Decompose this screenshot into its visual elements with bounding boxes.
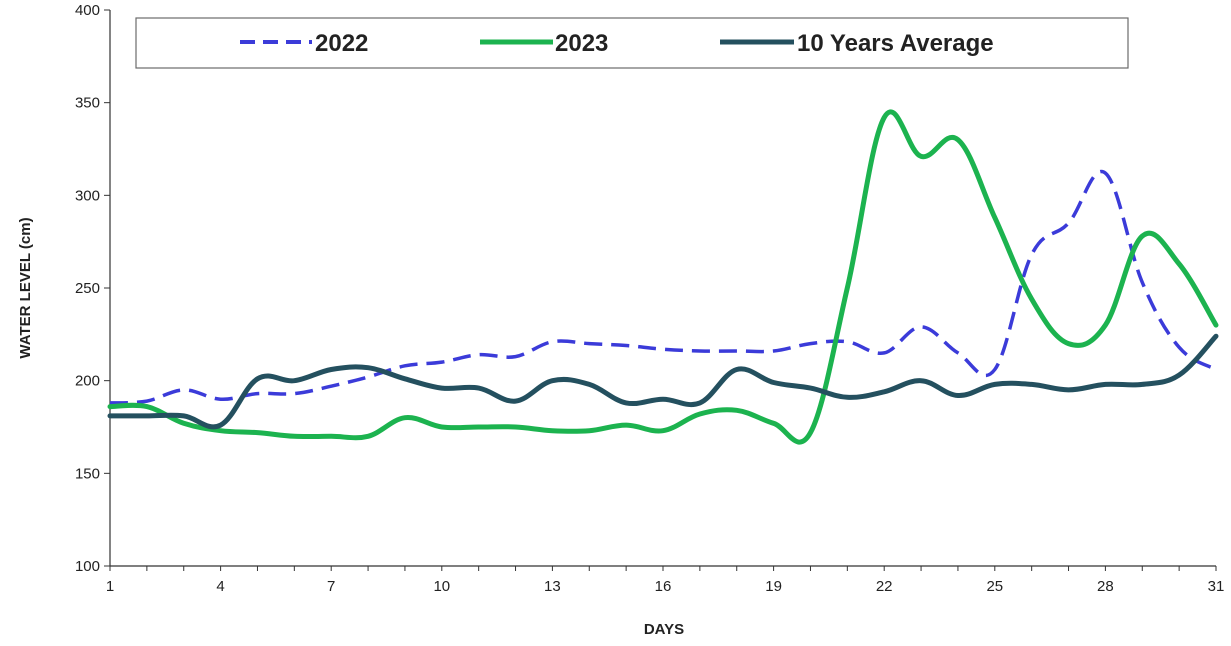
x-tick-label: 31	[1208, 578, 1225, 595]
x-axis-title: DAYS	[644, 621, 684, 638]
x-tick-label: 25	[986, 578, 1003, 595]
x-tick-label: 10	[433, 578, 450, 595]
legend-label-2022: 2022	[315, 30, 368, 57]
y-tick-label: 350	[75, 95, 100, 112]
series-line-10-years-average	[107, 333, 1219, 430]
legend: 2022 2023 10 Years Average	[135, 17, 1129, 69]
series-line-2022	[109, 169, 1217, 405]
series-line-2023	[107, 109, 1219, 445]
legend-box	[135, 17, 1129, 69]
y-tick-label: 200	[75, 373, 100, 390]
y-tick-label: 400	[75, 2, 100, 19]
legend-label-2023: 2023	[555, 30, 608, 57]
x-tick-label: 7	[327, 578, 335, 595]
y-tick-label: 150	[75, 465, 100, 482]
y-tick-label: 100	[75, 558, 100, 575]
legend-label-10-years-average: 10 Years Average	[797, 30, 994, 57]
x-tick-label: 4	[216, 578, 224, 595]
x-tick-label: 1	[106, 578, 114, 595]
y-tick-label: 300	[75, 187, 100, 204]
x-tick-label: 13	[544, 578, 561, 595]
axes: 100 150 200 250 300 350 400 1 4 7 10 13 16 19 22 25 28 31	[75, 2, 1224, 595]
x-tick-label: 28	[1097, 578, 1114, 595]
y-axis-title: WATER LEVEL (cm)	[17, 217, 34, 358]
y-tick-label: 250	[75, 280, 100, 297]
x-tick-label: 22	[876, 578, 893, 595]
x-tick-label: 16	[655, 578, 672, 595]
x-tick-label: 19	[765, 578, 782, 595]
